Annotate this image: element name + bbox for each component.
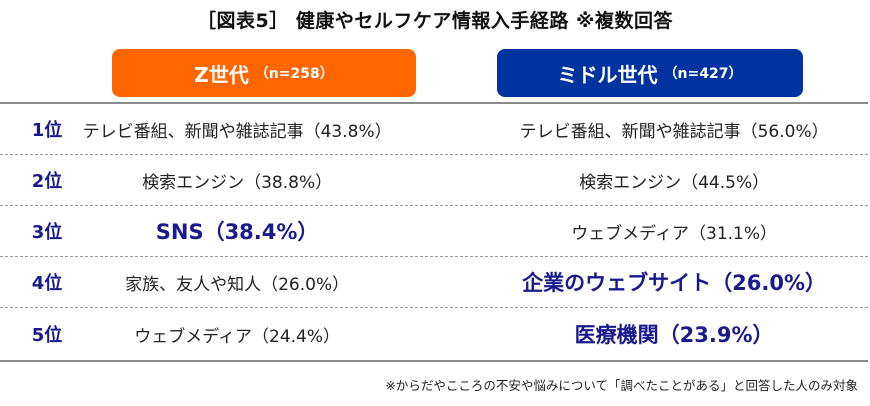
gen-z-cell: テレビ番組、新聞や雑誌記事（43.8%） (82, 121, 392, 142)
table-row: 4位 家族、友人や知人（26.0%） 企業のウェブサイト（26.0%） (0, 257, 868, 308)
rank-label: 4位 (31, 273, 63, 294)
header-gen-z: Z世代 （n=258） (112, 49, 416, 97)
middle-gen-cell: 検索エンジン（44.5%） (579, 172, 770, 193)
header-gen-z-n: （n=258） (254, 66, 334, 82)
table-row: 1位 テレビ番組、新聞や雑誌記事（43.8%） テレビ番組、新聞や雑誌記事（56… (0, 104, 868, 155)
header-middle-gen-n: （n=427） (663, 66, 743, 82)
header-middle-gen-label: ミドル世代 (557, 62, 658, 87)
middle-gen-cell: テレビ番組、新聞や雑誌記事（56.0%） (519, 121, 829, 142)
table-row: 2位 検索エンジン（38.8%） 検索エンジン（44.5%） (0, 155, 868, 206)
table-row: 5位 ウェブメディア（24.4%） 医療機関（23.9%） (0, 308, 868, 360)
table-row: 3位 SNS（38.4%） ウェブメディア（31.1%） (0, 206, 868, 257)
gen-z-cell: 検索エンジン（38.8%） (142, 172, 333, 193)
gen-z-cell: 家族、友人や知人（26.0%） (125, 274, 350, 295)
header-middle-gen: ミドル世代 （n=427） (497, 49, 803, 97)
gen-z-cell: ウェブメディア（24.4%） (134, 326, 341, 347)
rank-label: 5位 (31, 325, 63, 346)
gen-z-cell-highlight: SNS（38.4%） (155, 220, 319, 244)
rank-label: 2位 (31, 171, 63, 192)
footnote: ※からだやこころの不安や悩みについて「調べたことがある」と回答した人のみ対象 (385, 378, 858, 393)
ranking-table: 1位 テレビ番組、新聞や雑誌記事（43.8%） テレビ番組、新聞や雑誌記事（56… (0, 102, 868, 362)
rank-label: 1位 (31, 120, 63, 141)
middle-gen-cell-highlight: 企業のウェブサイト（26.0%） (522, 271, 827, 295)
rank-label: 3位 (31, 222, 63, 243)
middle-gen-cell-highlight: 医療機関（23.9%） (574, 323, 774, 347)
header-gen-z-label: Z世代 (194, 62, 249, 87)
chart-title: ［図表5］ 健康やセルフケア情報入手経路 ※複数回答 (197, 10, 673, 32)
middle-gen-cell: ウェブメディア（31.1%） (571, 223, 778, 244)
